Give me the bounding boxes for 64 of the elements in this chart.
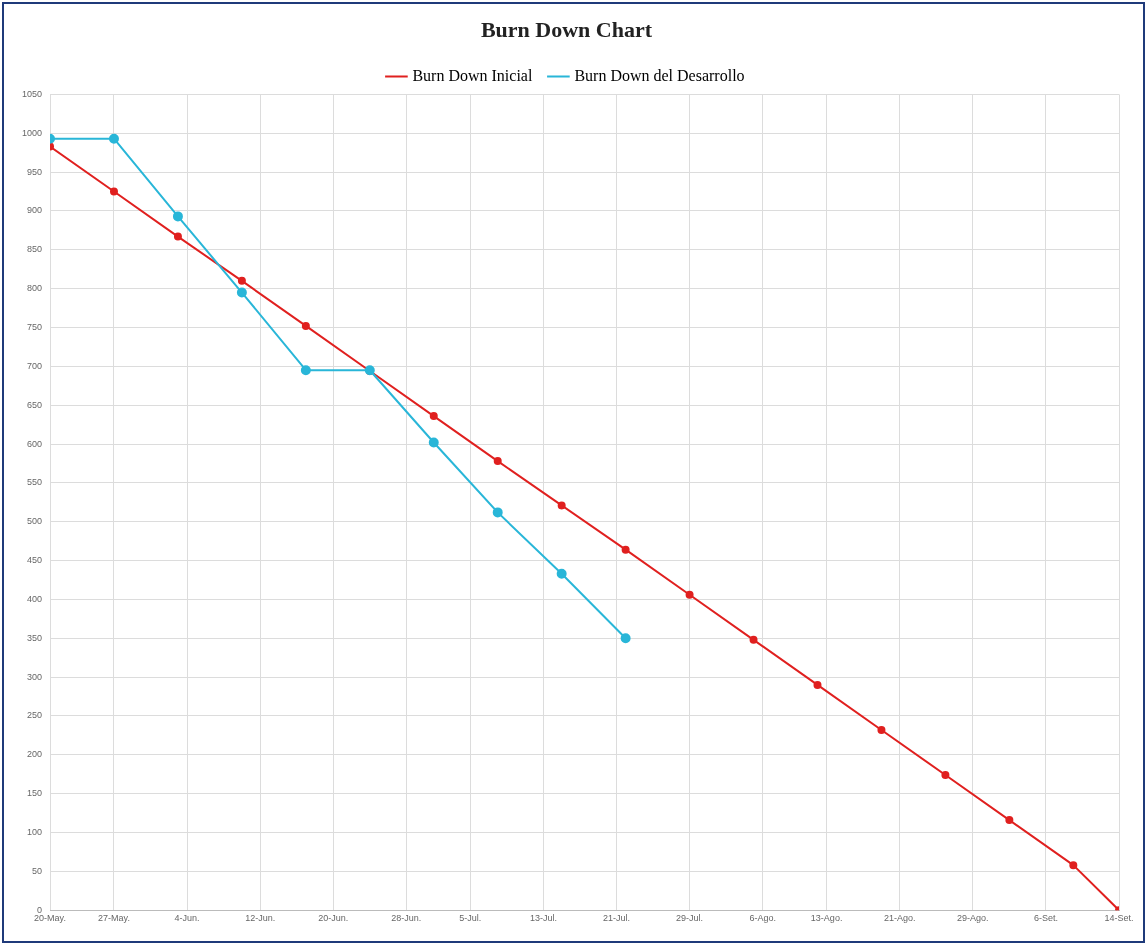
point	[173, 232, 182, 241]
point	[1069, 861, 1078, 870]
point	[237, 276, 246, 285]
y-tick-label: 200	[26, 749, 43, 760]
y-tick-label: 100	[26, 826, 43, 837]
point	[109, 187, 118, 196]
x-tick-label: 6-Set.	[1033, 913, 1058, 924]
y-tick-label: 50	[32, 865, 43, 876]
y-tick-label: 900	[26, 205, 43, 216]
point	[556, 568, 567, 579]
point	[300, 365, 311, 376]
point	[236, 287, 247, 298]
y-tick-label: 950	[26, 166, 43, 177]
y-tick-label: 1000	[21, 127, 43, 138]
point	[557, 501, 566, 510]
x-tick-label: 14-Set.	[1104, 913, 1134, 924]
y-tick-label: 850	[26, 244, 43, 255]
point	[428, 437, 439, 448]
y-tick-label: 350	[26, 632, 43, 643]
y-tick-label: 800	[26, 283, 43, 294]
x-tick-label: 28-Jun.	[391, 913, 422, 924]
x-tick-label: 21-Jul.	[602, 913, 630, 924]
x-tick-label: 12-Jun.	[245, 913, 276, 924]
y-tick-label: 500	[26, 516, 43, 527]
legend-label: Burn Down del Desarrollo	[574, 66, 745, 84]
x-tick-label: 13-Ago.	[810, 913, 843, 924]
y-tick-label: 250	[26, 710, 43, 721]
point	[685, 590, 694, 599]
point	[429, 412, 438, 421]
point	[172, 211, 183, 222]
point	[941, 771, 950, 780]
point	[301, 321, 310, 330]
point	[1005, 816, 1014, 825]
point	[620, 633, 631, 644]
y-tick-label: 1050	[21, 88, 43, 99]
x-tick-label: 29-Ago.	[957, 913, 989, 924]
y-tick-label: 550	[26, 477, 43, 488]
y-tick-label: 650	[26, 399, 43, 410]
y-tick-label: 700	[26, 360, 43, 371]
y-tick-label: 300	[26, 671, 43, 682]
x-tick-label: 5-Jul.	[459, 913, 482, 924]
x-tick-label: 21-Ago.	[883, 913, 916, 924]
x-tick-label: 4-Jun.	[174, 913, 200, 924]
point	[492, 507, 503, 518]
point	[749, 635, 758, 644]
y-tick-label: 400	[26, 593, 43, 604]
y-tick-label: 150	[26, 788, 43, 799]
point	[877, 725, 886, 734]
x-tick-label: 6-Ago.	[749, 913, 776, 924]
x-tick-label: 29-Jul.	[676, 913, 704, 924]
y-tick-label: 0	[37, 904, 43, 915]
point	[493, 457, 502, 466]
x-tick-label: 27-May.	[98, 913, 130, 924]
point	[621, 545, 630, 554]
chart-title: Burn Down Chart	[480, 16, 653, 42]
point	[813, 680, 822, 689]
x-tick-label: 20-Jun.	[318, 913, 349, 924]
point	[108, 133, 119, 144]
y-tick-label: 600	[26, 438, 43, 449]
x-tick-label: 13-Jul.	[529, 913, 557, 924]
y-tick-label: 750	[26, 321, 43, 332]
legend-label: Burn Down Inicial	[412, 66, 533, 84]
x-tick-label: 20-May.	[34, 913, 66, 924]
y-tick-label: 450	[26, 555, 43, 566]
